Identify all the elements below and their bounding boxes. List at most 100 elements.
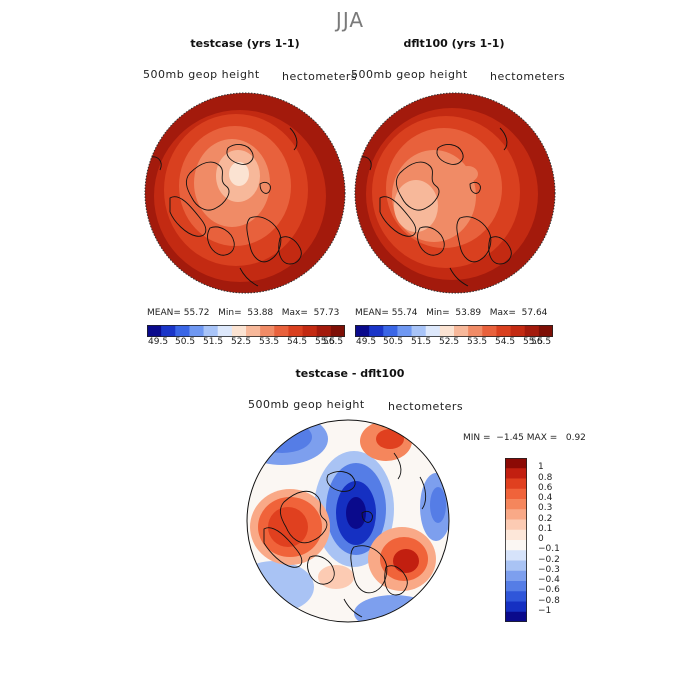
panel1-colorbar-ticks: 49.5 50.5 51.5 52.5 53.5 54.5 55.5 <box>147 337 345 349</box>
figure-title: JJA <box>335 8 365 32</box>
panel3-colorbar-swatch-1 <box>505 468 527 479</box>
panel3-min-label: MIN = <box>463 433 491 443</box>
panel1-colorbar-swatch-6 <box>231 325 247 337</box>
panel1-field-band-core <box>229 162 249 186</box>
panel3-min-value: −1.45 <box>496 433 524 443</box>
panel3-tick-2: 0.6 <box>538 482 553 493</box>
panel3-colorbar-swatch-5 <box>505 509 527 520</box>
panel1-variable-label: 500mb geop height <box>143 68 260 81</box>
panel3-tick-10: −0.3 <box>538 564 560 575</box>
panel3-tick-14: −1 <box>538 605 552 616</box>
panel3-variable-label: 500mb geop height <box>248 398 365 411</box>
panel3-tick-4: 0.3 <box>538 503 553 514</box>
panel3-tick-3: 0.4 <box>538 493 553 503</box>
panel1-mean-value: 55.72 <box>183 308 210 318</box>
panel1-units-label: hectometers <box>282 70 358 83</box>
panel3-colorbar-swatch-7 <box>505 529 527 541</box>
panel1-colorbar-swatch-2 <box>175 325 190 337</box>
panel2-polar-map <box>354 92 556 294</box>
panel3-colorbar-swatch-15 <box>505 611 527 623</box>
panel3-map-boundary <box>246 419 450 623</box>
panel2-colorbar-swatch-8 <box>468 325 483 337</box>
panel3-max-value: 0.92 <box>565 433 586 443</box>
panel3-colorbar-swatch-3 <box>505 488 527 500</box>
panel3-stats: MIN = −1.45 MAX = 0.92 <box>463 433 586 443</box>
panel3-colorbar-swatch-6 <box>505 519 527 531</box>
panel2-units-label: hectometers <box>490 70 566 83</box>
panel1-polar-map <box>144 92 346 294</box>
panel1-colorbar-swatch-4 <box>203 325 219 337</box>
panel3-blob-cold-min <box>346 497 366 529</box>
panel2-tick-6: 55.5 <box>523 337 544 347</box>
panel3-tick-9: −0.2 <box>538 554 560 565</box>
panel3-tick-8: −0.1 <box>538 544 560 555</box>
panel1-tick-3: 52.5 <box>231 337 252 347</box>
panel1-colorbar-swatches <box>147 325 346 337</box>
panel3-tick-12: −0.6 <box>538 585 560 596</box>
panel3-units-label: hectometers <box>388 400 464 413</box>
panel2-colorbar-swatch-5 <box>425 325 441 337</box>
panel3-tick-11: −0.4 <box>538 575 560 585</box>
panel1-colorbar-frame <box>147 325 345 337</box>
panel3-colorbar <box>505 458 527 623</box>
panel1-min-value: 53.88 <box>247 308 274 318</box>
panel2-tick-7: 56.5 <box>531 337 552 347</box>
panel3-blob-warm-small <box>318 565 354 589</box>
panel2-colorbar-swatch-7 <box>454 325 469 337</box>
panel3-tick-13: −0.8 <box>538 595 560 606</box>
panel1-tick-4: 53.5 <box>259 337 280 347</box>
panel3-colorbar-swatches <box>505 458 527 623</box>
panel2-colorbar-swatch-12 <box>524 325 540 337</box>
panel3-colorbar-swatch-0 <box>505 458 527 469</box>
panel2-tick-1: 50.5 <box>383 337 404 347</box>
panel2-coastlines <box>357 127 512 287</box>
panel2-colorbar-swatch-2 <box>383 325 398 337</box>
panel3-colorbar-frame <box>505 458 527 622</box>
panel3-colorbar-ticks: 1 0.8 0.6 0.4 0.3 0.2 0.1 0 −0.1 −0.2 −0.3 −0.4 −0.6… <box>538 458 578 628</box>
panel2-colorbar-swatch-3 <box>397 325 412 337</box>
panel3-blob-warm-se-core <box>393 549 419 573</box>
panel2-field-band-5 <box>394 180 438 232</box>
panel3-coastlines <box>263 452 427 618</box>
panel2-variable-label: 500mb geop height <box>351 68 468 81</box>
panel2-colorbar-swatch-6 <box>439 325 455 337</box>
panel3-tick-5: 0.2 <box>538 513 553 524</box>
panel3-colorbar-swatch-8 <box>505 540 527 551</box>
panel1-colorbar-swatch-7 <box>246 325 261 337</box>
panel1-max-label: Max= <box>281 308 308 318</box>
panel1-colorbar-swatch-10 <box>288 325 303 337</box>
panel1-tick-6: 55.5 <box>315 337 336 347</box>
panel3-max-label: MAX = <box>526 433 558 443</box>
panel1-tick-7: 56.5 <box>323 337 344 347</box>
panel2-colorbar-swatch-9 <box>482 325 497 337</box>
panel1-colorbar <box>147 322 346 337</box>
panel1-tick-1: 50.5 <box>175 337 196 347</box>
panel1-colorbar-swatch-12 <box>316 325 332 337</box>
panel3-colorbar-swatch-10 <box>505 560 527 572</box>
panel1-colorbar-swatch-11 <box>302 325 318 337</box>
panel3-title: testcase - dflt100 <box>295 367 405 380</box>
panel2-field-band-warm <box>458 166 478 182</box>
panel2-colorbar-swatch-11 <box>510 325 526 337</box>
panel2-title: dflt100 (yrs 1-1) <box>403 37 505 50</box>
panel3-blob-warm-west-core <box>268 507 308 547</box>
panel1-min-label: Min= <box>218 308 242 318</box>
panel3-colorbar-swatch-13 <box>505 591 527 602</box>
panel1-colorbar-swatch-8 <box>260 325 275 337</box>
panel3-blob-warm-north-core <box>376 429 404 449</box>
panel2-colorbar-frame <box>355 325 553 337</box>
panel3-polar-map <box>246 419 450 623</box>
panel2-mean-label: MEAN= <box>355 308 389 318</box>
panel2-min-label: Min= <box>426 308 450 318</box>
panel2-colorbar-swatch-0 <box>355 325 370 337</box>
panel1-max-value: 57.73 <box>313 308 340 318</box>
panel1-colorbar-swatch-5 <box>217 325 233 337</box>
panel2-colorbar-ticks: 49.5 50.5 51.5 52.5 53.5 54.5 55.5 <box>355 337 553 349</box>
panel3-colorbar-swatch-12 <box>505 581 527 592</box>
panel3-colorbar-swatch-4 <box>505 499 527 510</box>
panel1-colorbar-swatch-3 <box>189 325 204 337</box>
panel1-map-boundary <box>144 92 346 294</box>
panel3-colorbar-swatch-14 <box>505 601 527 613</box>
panel3-colorbar-swatch-11 <box>505 570 527 582</box>
panel1-tick-2: 51.5 <box>203 337 224 347</box>
